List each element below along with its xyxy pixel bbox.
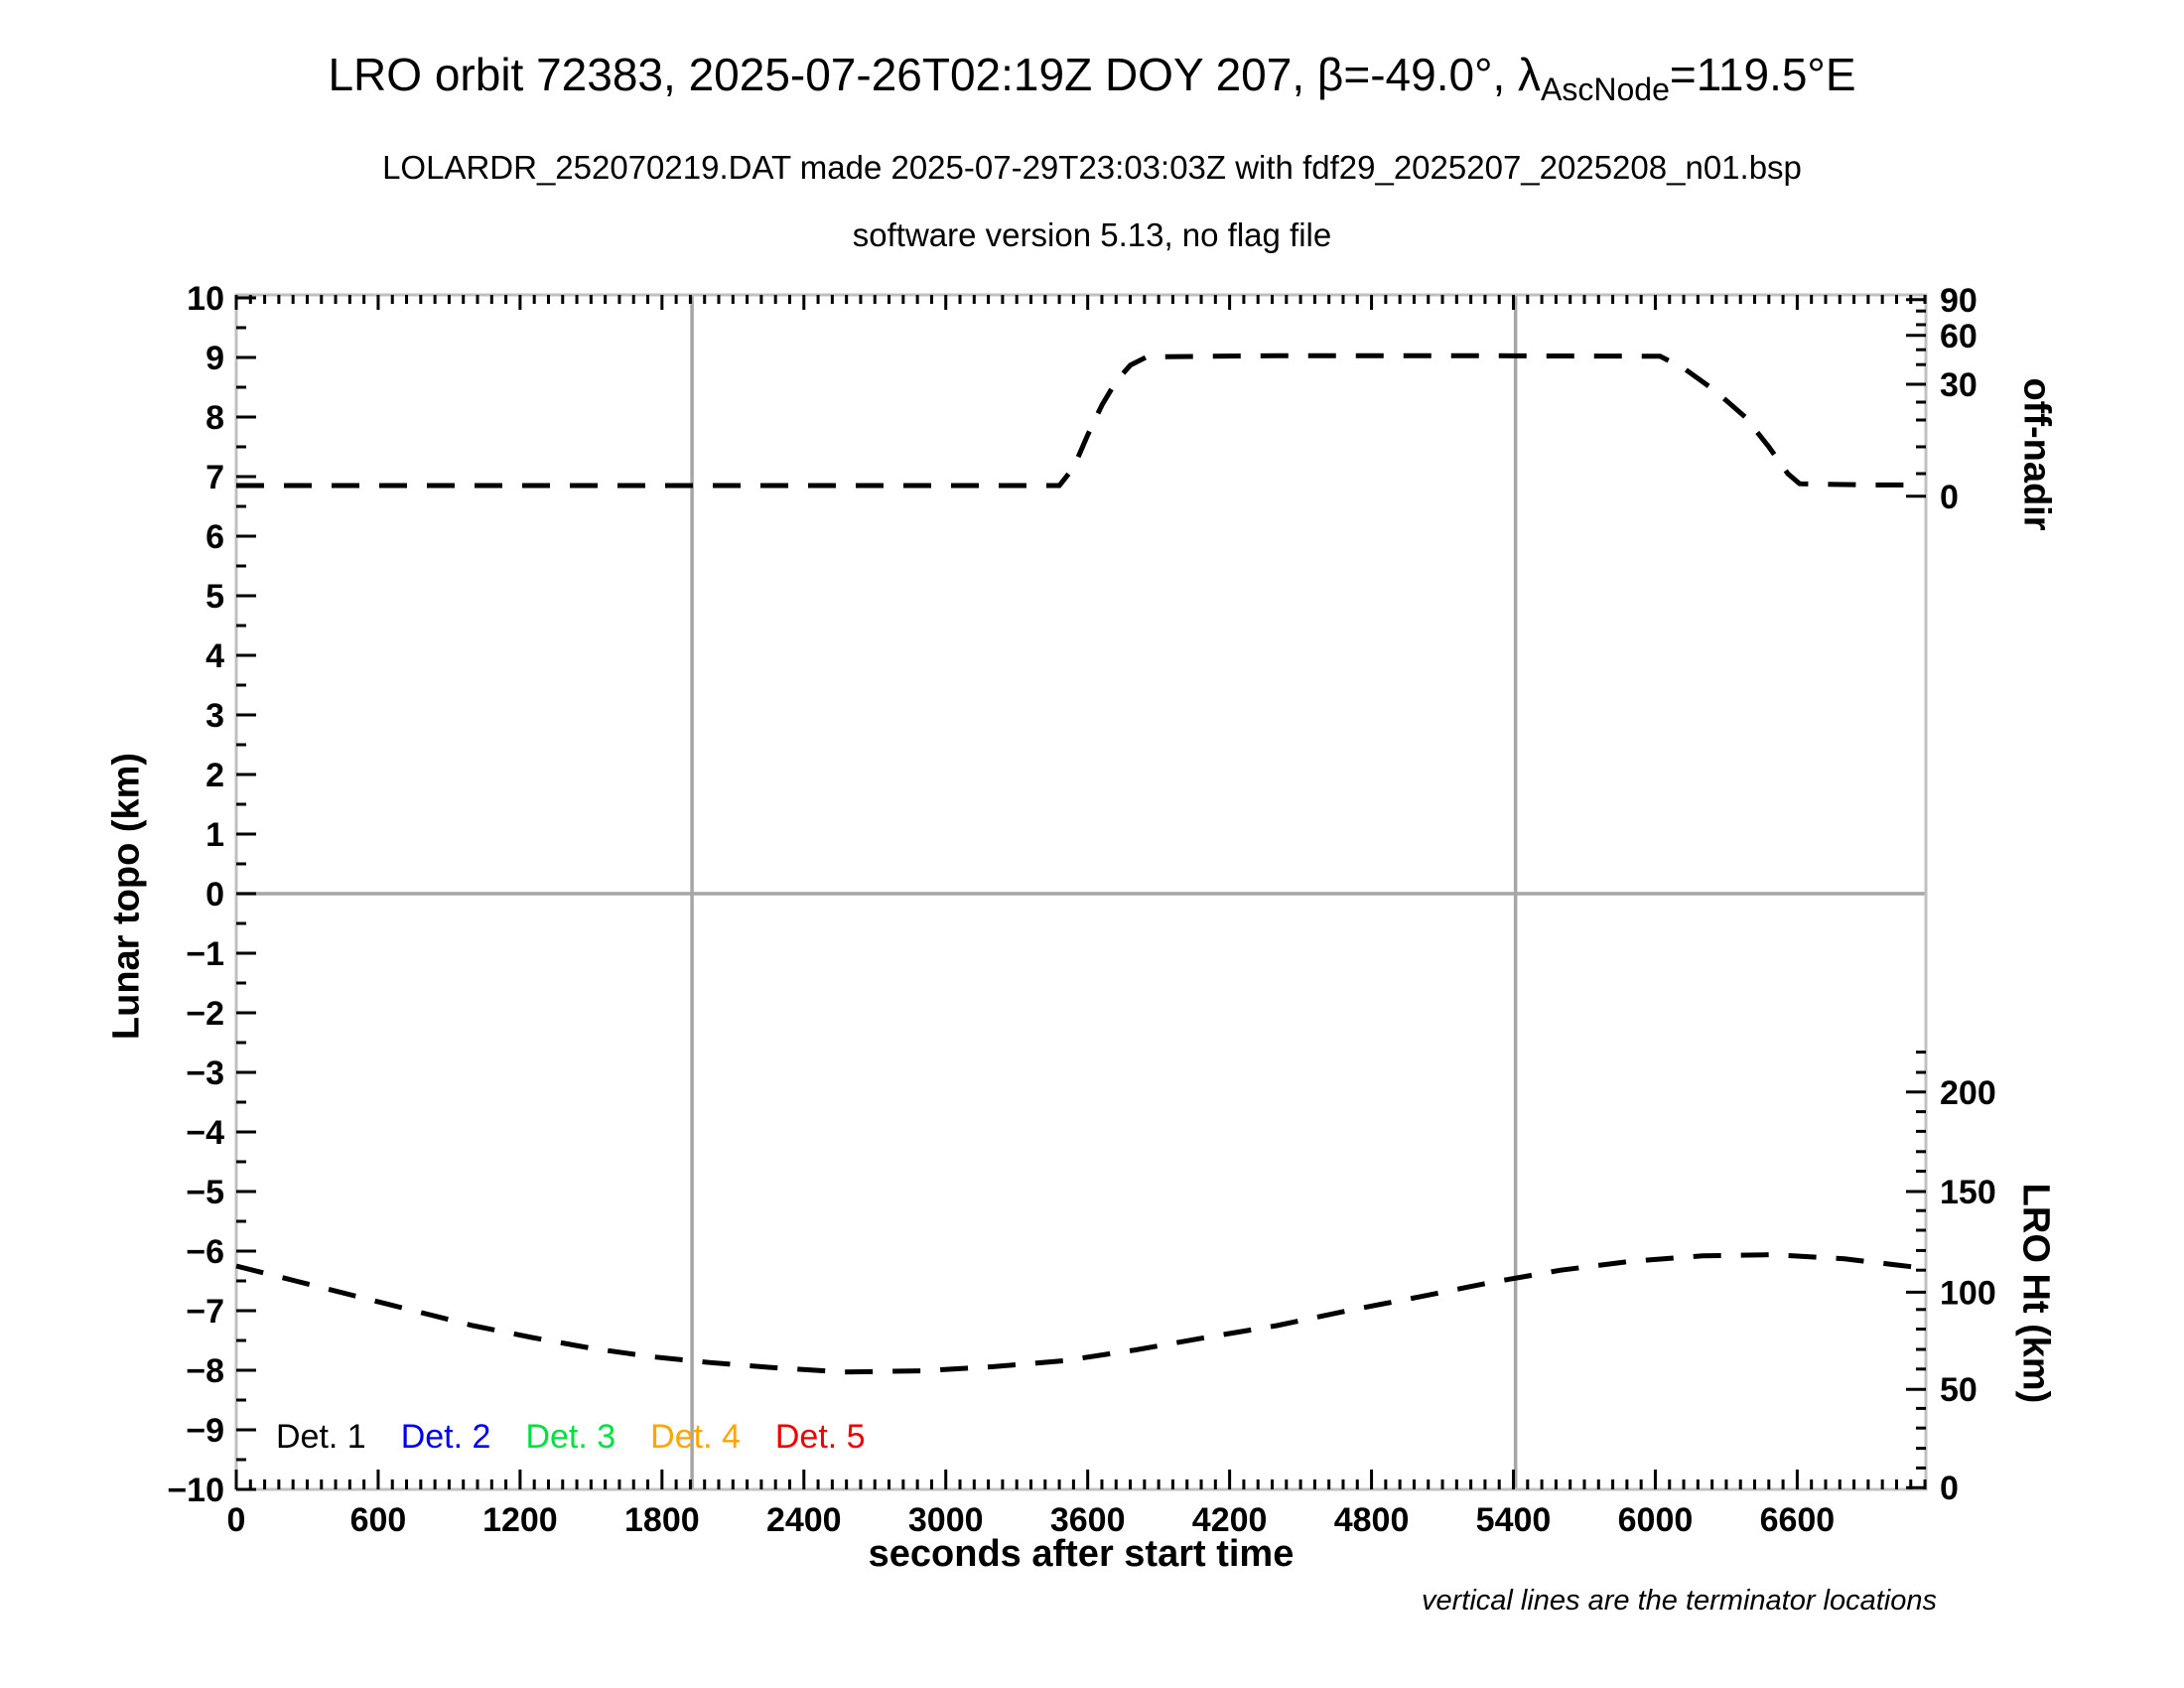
title-subscript: AscNode <box>1541 71 1670 107</box>
y-tick-label-left: −1 <box>186 935 224 973</box>
legend-entry-det-4: Det. 4 <box>650 1418 741 1456</box>
y-tick-label-left: −4 <box>186 1114 224 1152</box>
x-tick-label: 4800 <box>1334 1501 1410 1539</box>
y-tick-label-offnadir: 90 <box>1940 282 1978 320</box>
y-tick-label-left: 8 <box>205 399 224 437</box>
y-tick-label-left: −9 <box>186 1412 224 1450</box>
x-tick-label: 6600 <box>1760 1501 1836 1539</box>
curve-off-nadir <box>236 352 1921 489</box>
terminator-footnote: vertical lines are the terminator locati… <box>1421 1585 1937 1617</box>
detector-legend: Det. 1 Det. 2 Det. 3 Det. 4 Det. 5 <box>276 1418 866 1457</box>
y-tick-label-lro-ht: 50 <box>1940 1371 1978 1409</box>
y-tick-label-left: 2 <box>205 757 224 794</box>
x-axis-label: seconds after start time <box>868 1533 1295 1575</box>
x-tick-label: 6000 <box>1618 1501 1694 1539</box>
y-tick-label-left: −8 <box>186 1352 224 1390</box>
y-tick-label-left: −10 <box>167 1472 224 1509</box>
x-tick-label: 3600 <box>1050 1501 1126 1539</box>
subtitle-software-version: software version 5.13, no flag file <box>852 216 1332 253</box>
x-tick-label: 5400 <box>1476 1501 1552 1539</box>
y-tick-label-left: 5 <box>205 578 224 616</box>
y-tick-label-lro-ht: 150 <box>1940 1174 1996 1211</box>
x-tick-label: 0 <box>227 1501 246 1539</box>
y-tick-label-left: 3 <box>205 697 224 735</box>
legend-entry-det-2: Det. 2 <box>400 1418 491 1456</box>
y-tick-label-lro-ht: 0 <box>1940 1470 1959 1507</box>
y-tick-label-left: −3 <box>186 1055 224 1092</box>
x-tick-label: 600 <box>350 1501 407 1539</box>
y-tick-label-offnadir: 0 <box>1940 479 1959 516</box>
y-tick-label-left: 0 <box>205 876 224 914</box>
y-tick-label-left: 7 <box>205 459 224 496</box>
page-title: LRO orbit 72383, 2025-07-26T02:19Z DOY 2… <box>0 48 2184 107</box>
y-axis-label-left: Lunar topo (km) <box>105 752 148 1041</box>
y-tick-label-offnadir: 30 <box>1940 366 1978 404</box>
legend-entry-det-5: Det. 5 <box>774 1418 866 1456</box>
axis-ticks <box>234 295 1927 1491</box>
legend-entry-det-1: Det. 1 <box>276 1418 366 1456</box>
x-tick-label: 1200 <box>482 1501 558 1539</box>
y-tick-label-left: −6 <box>186 1233 224 1271</box>
y-tick-label-left: 1 <box>205 816 224 854</box>
data-curves <box>235 352 1921 1375</box>
y-tick-label-left: 10 <box>187 280 224 318</box>
tick-labels: 0 600 1200 1800 2400 3000 3600 4200 4800 5400 6000… <box>167 280 1995 1539</box>
y-tick-label-offnadir: 60 <box>1940 318 1978 355</box>
y-tick-label-lro-ht: 200 <box>1940 1074 1996 1112</box>
y-tick-label-left: −2 <box>186 995 224 1033</box>
x-tick-label: 2400 <box>766 1501 842 1539</box>
y-tick-label-left: 6 <box>205 518 224 556</box>
y-tick-label-left: 4 <box>205 637 224 675</box>
y-tick-label-left: −5 <box>186 1174 224 1211</box>
x-tick-label: 3000 <box>908 1501 984 1539</box>
y-tick-label-left: 9 <box>205 340 224 377</box>
curve-lro-height <box>235 1252 1916 1375</box>
gridlines <box>236 295 1926 1489</box>
title-suffix: =119.5°E <box>1669 49 1856 100</box>
x-tick-label: 1800 <box>624 1501 700 1539</box>
legend-entry-det-3: Det. 3 <box>525 1418 616 1456</box>
title-prefix: LRO orbit 72383, 2025-07-26T02:19Z DOY 2… <box>328 49 1542 100</box>
y-tick-label-lro-ht: 100 <box>1940 1274 1996 1312</box>
x-tick-label: 4200 <box>1192 1501 1268 1539</box>
y-axis-label-lro-ht: LRO Ht (km) <box>2014 1183 2057 1404</box>
subtitle-filename: LOLARDR_252070219.DAT made 2025-07-29T23… <box>382 149 1802 186</box>
y-axis-label-offnadir: off-nadir <box>2015 377 2058 531</box>
y-tick-label-left: −7 <box>186 1293 224 1331</box>
